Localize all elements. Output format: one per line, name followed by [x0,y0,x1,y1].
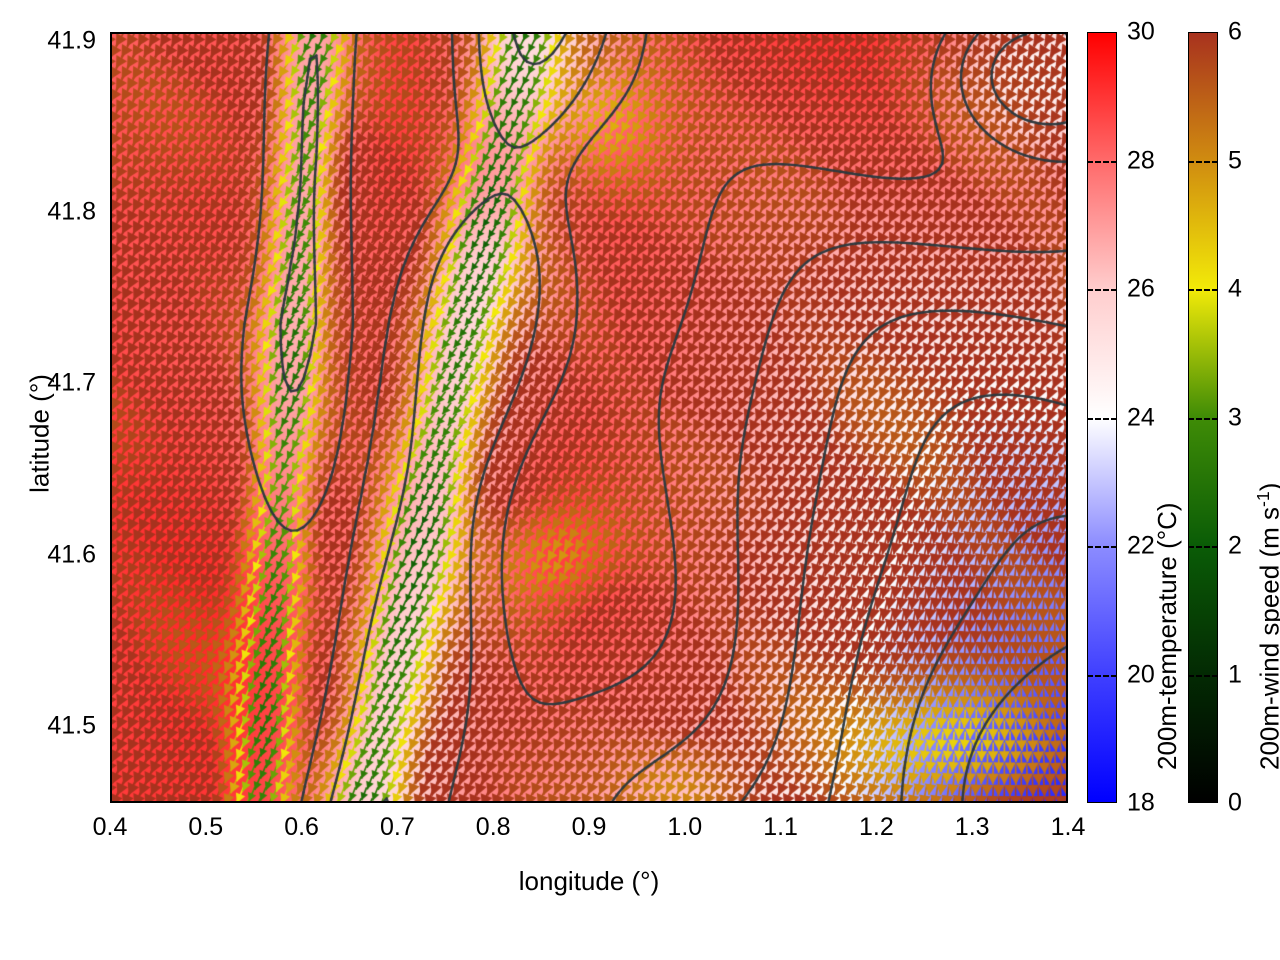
colorbar-tick-mark [1188,289,1218,291]
colorbar-tick-label: 30 [1127,17,1155,46]
colorbar-tick-mark [1188,674,1218,677]
colorbar-tick-mark [1188,546,1218,548]
colorbar-tick-label: 28 [1127,146,1155,174]
colorbar-tick-label: 0 [1228,788,1242,817]
colorbar-tick-label: 2 [1228,531,1242,560]
x-tick-label: 0.5 [188,813,224,841]
x-axis-label: longitude (°) [518,866,660,896]
y-tick-label: 41.9 [47,26,96,55]
colorbar-tick-label: 6 [1228,17,1242,46]
colorbar-tick-mark [1188,417,1218,420]
colorbar-tick-label: 1 [1228,660,1242,688]
colorbar-tick-label: 4 [1228,274,1242,303]
temperature-colorbar-label: 200m-temperature (°C) [1152,502,1182,770]
x-tick-label: 1.0 [667,813,703,841]
colorbar-tick-mark [1087,417,1117,420]
contour-line-layer [112,34,1066,801]
x-tick-label: 1.1 [763,813,798,841]
colorbar-tick-label: 20 [1127,660,1155,688]
x-tick-label: 0.8 [475,813,511,841]
colorbar-tick-mark [1188,160,1218,163]
colorbar-tick-label: 24 [1127,403,1155,431]
colorbar-tick-mark [1087,546,1117,548]
y-tick-label: 41.6 [47,540,96,569]
x-tick-label: 1.4 [1050,813,1086,841]
x-tick-label: 0.7 [380,813,415,841]
x-tick-label: 0.6 [284,813,319,841]
wind-speed-colorbar-label: 200m-wind speed (m s-1) [1253,483,1280,770]
colorbar-tick-label: 18 [1127,788,1155,817]
y-tick-label: 41.5 [47,711,96,740]
x-tick-label: 1.3 [954,813,990,841]
colorbar-tick-label: 3 [1228,403,1242,431]
colorbar-tick-label: 5 [1228,146,1242,174]
colorbar-tick-mark [1087,289,1117,291]
y-tick-label: 41.8 [47,197,96,226]
colorbar-tick-mark [1087,160,1117,163]
x-tick-label: 1.2 [859,813,894,841]
x-tick-label: 0.9 [571,813,607,841]
x-tick-label: 0.4 [92,813,128,841]
colorbar-tick-label: 26 [1127,274,1155,303]
colorbar-tick-mark [1087,674,1117,677]
y-tick-label: 41.7 [47,368,96,397]
y-axis-label: latitude (°) [24,374,55,493]
colorbar-tick-label: 22 [1127,531,1155,560]
plot-area [110,32,1068,803]
